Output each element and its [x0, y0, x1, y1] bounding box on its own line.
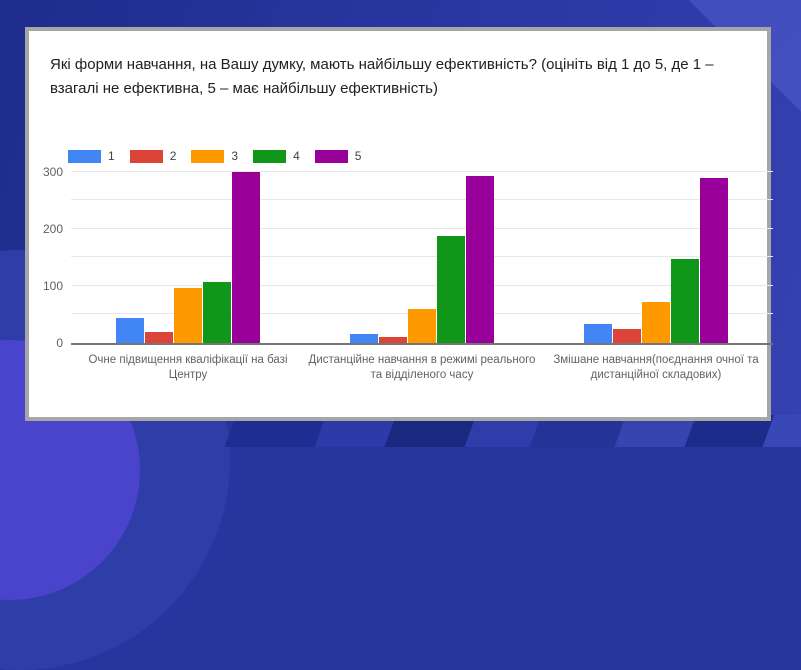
bar-rating-1 [350, 333, 378, 343]
chart-card: Які форми навчання, на Вашу думку, мають… [25, 27, 773, 421]
legend-label: 5 [354, 149, 362, 163]
x-axis-category-label: Очне підвищення кваліфікації на базі Цен… [88, 354, 288, 381]
bar-group [350, 163, 494, 343]
y-axis-tick-label: 0 [56, 336, 63, 350]
gridline [71, 170, 773, 172]
bar-rating-4 [203, 281, 231, 343]
x-axis-category-label: Дистанційне навчання в режимі реального … [308, 354, 536, 381]
legend-item: 3 [191, 149, 238, 163]
bar-rating-3 [408, 308, 436, 343]
gridline [71, 256, 773, 258]
legend-item: 5 [314, 149, 362, 163]
chart-legend: 1 2 3 4 5 [68, 149, 376, 163]
bar-rating-3 [174, 288, 202, 343]
chart-title: Які форми навчання, на Вашу думку, мають… [50, 56, 714, 97]
bar-rating-2 [613, 328, 641, 343]
bar-group [584, 163, 728, 343]
y-axis-labels: 0 100 200 300 [29, 163, 63, 350]
legend-label: 3 [231, 149, 239, 163]
bar-rating-2 [145, 331, 173, 343]
legend-label: 2 [169, 149, 177, 163]
bar-rating-4 [437, 236, 465, 343]
legend-color-swatch [314, 149, 348, 163]
bar-rating-3 [642, 301, 670, 343]
bar-group [116, 163, 260, 343]
legend-color-swatch [129, 149, 163, 163]
legend-item: 4 [253, 149, 300, 163]
bar-rating-2 [379, 337, 407, 343]
gridline [71, 199, 773, 201]
bar-rating-1 [584, 323, 612, 343]
bar-rating-5 [232, 171, 260, 343]
y-axis-tick-label: 300 [42, 164, 63, 179]
bar-rating-1 [116, 318, 144, 343]
legend-label: 4 [293, 149, 300, 163]
gridline [71, 284, 773, 286]
legend-label: 1 [108, 149, 115, 163]
legend-color-swatch [191, 149, 225, 163]
gridline [71, 227, 773, 229]
legend-item: 2 [129, 149, 177, 163]
bar-rating-5 [700, 177, 728, 343]
x-axis-category-label: Змішане навчання(поєднання очної та дист… [553, 354, 759, 381]
plot-area [71, 163, 773, 345]
legend-item: 1 [68, 149, 115, 163]
y-axis-tick-label: 200 [42, 221, 63, 236]
legend-color-swatch [68, 149, 101, 163]
bar-rating-4 [671, 259, 699, 343]
legend-color-swatch [253, 149, 287, 163]
bar-rating-5 [466, 176, 494, 343]
y-axis-tick-label: 100 [42, 278, 63, 293]
